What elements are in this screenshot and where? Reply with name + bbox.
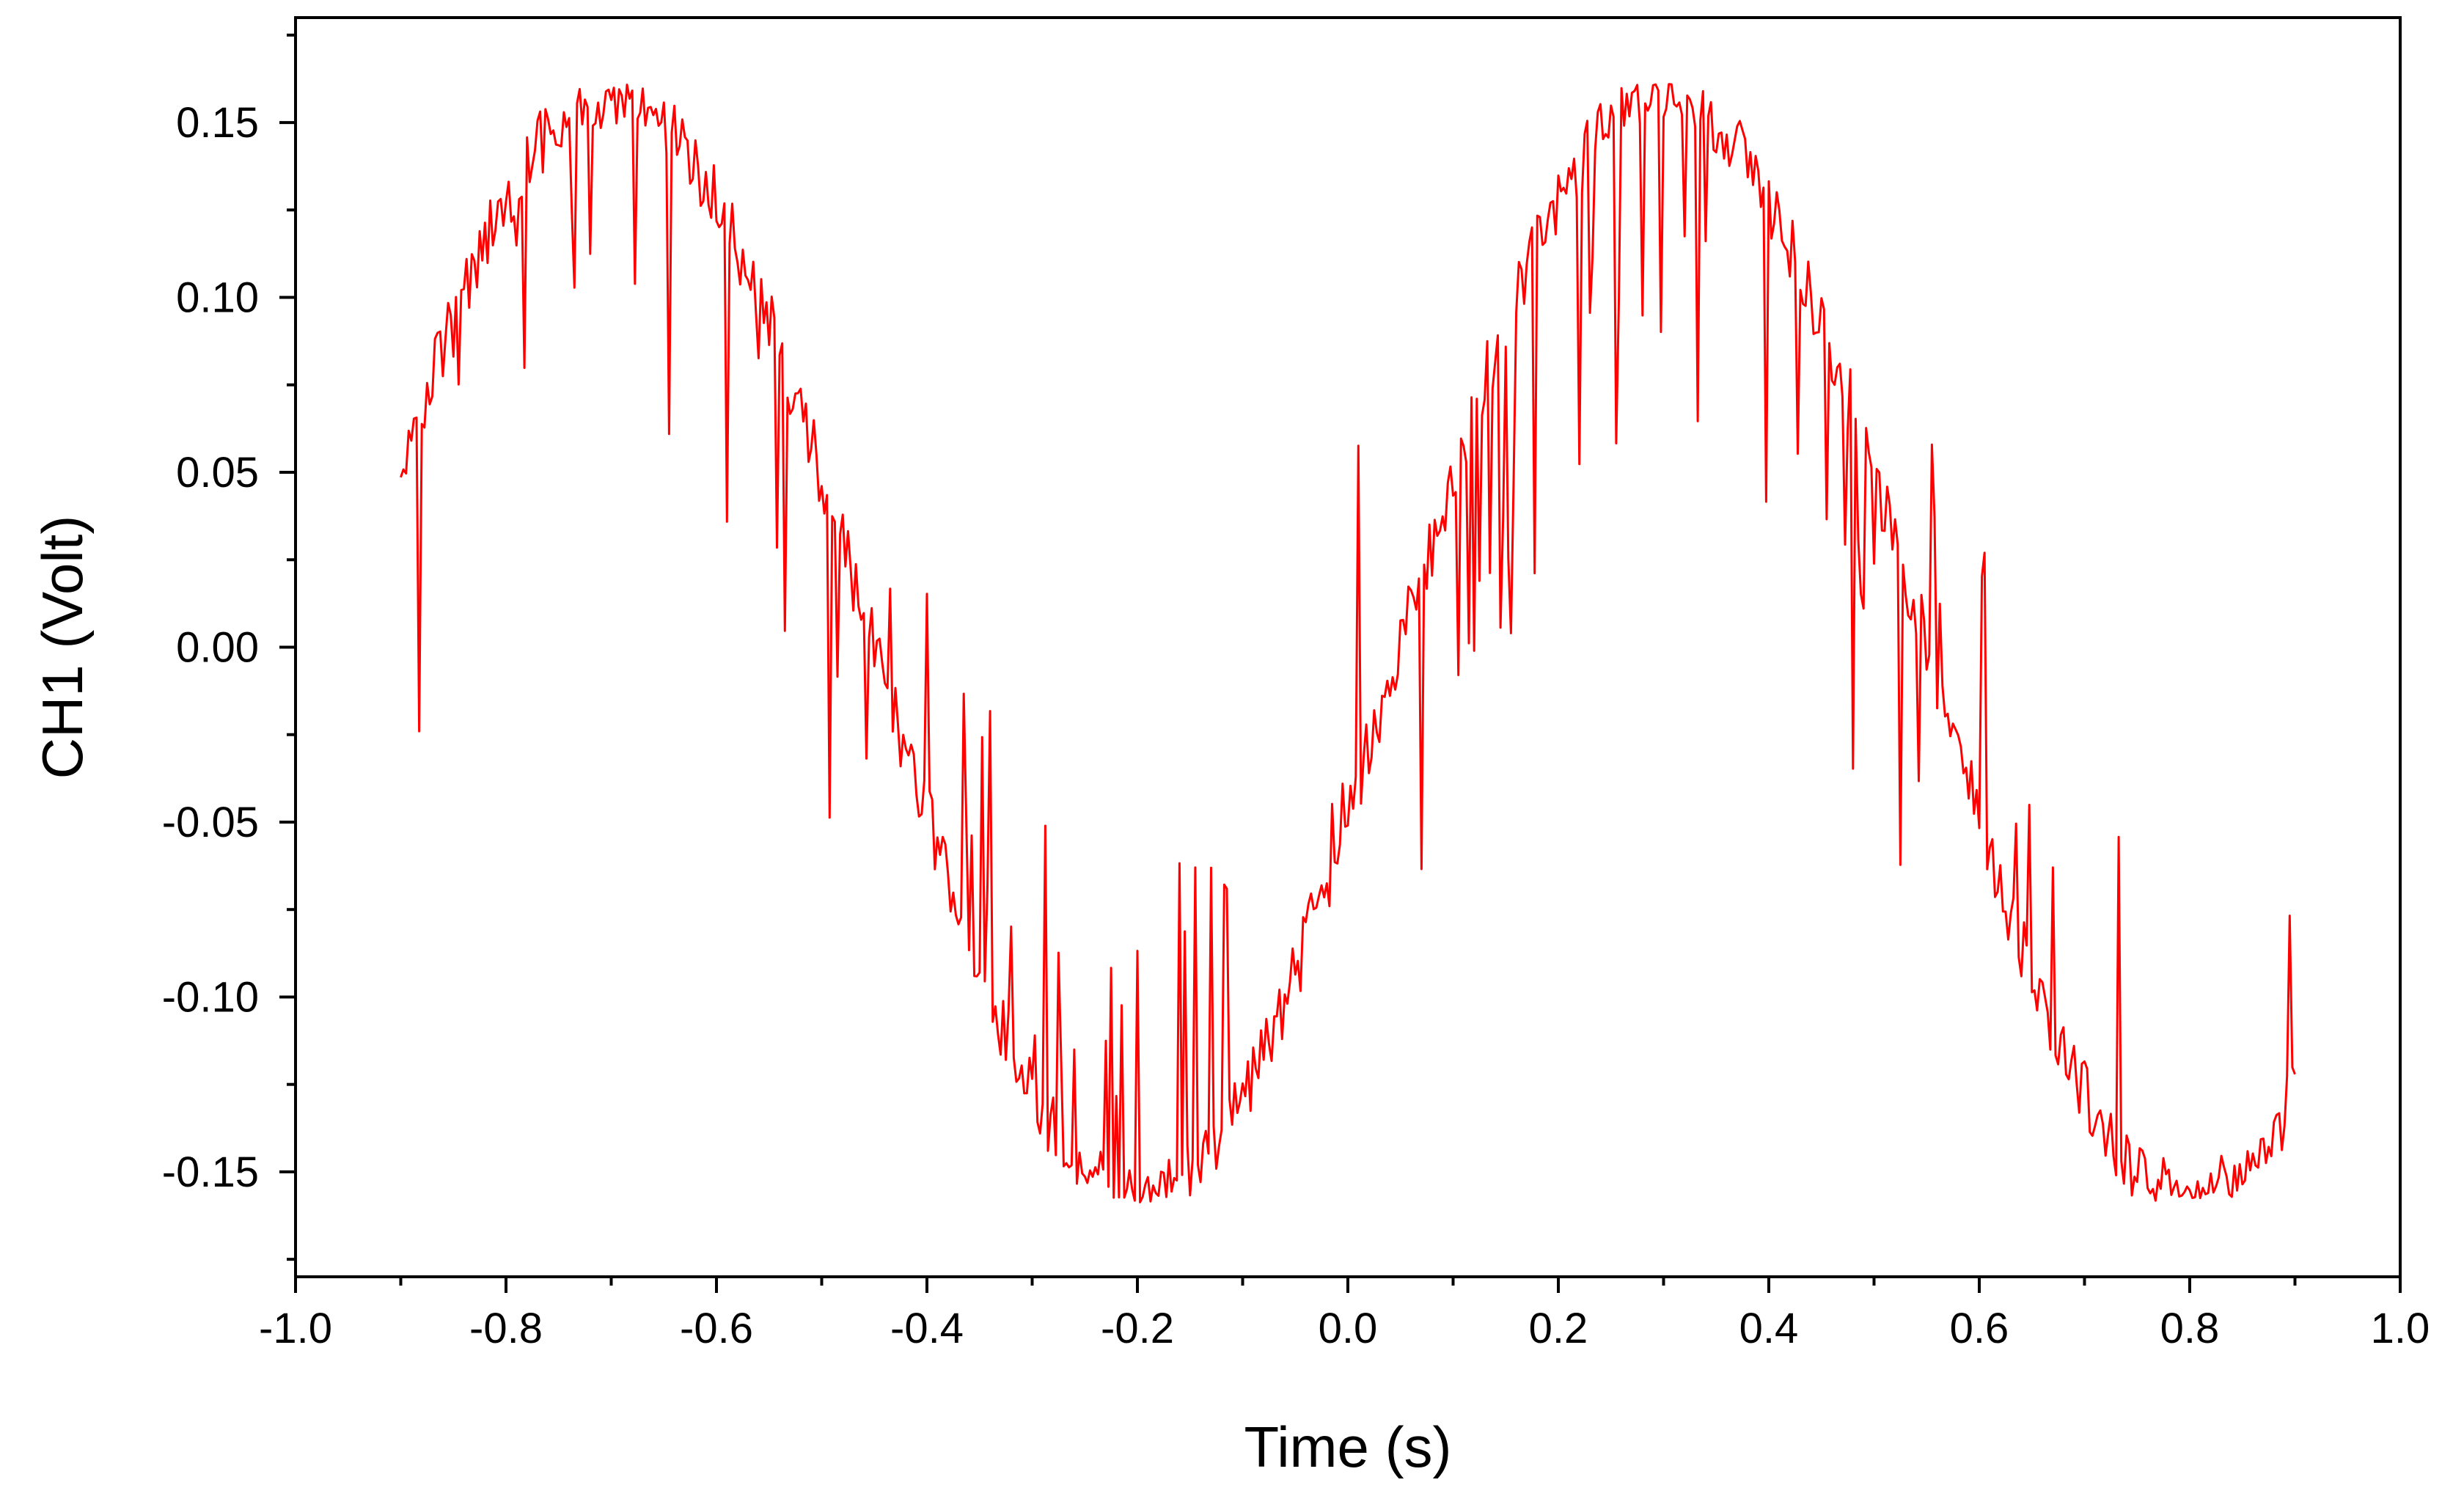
- x-tick-label: 0.4: [1739, 1305, 1799, 1352]
- x-tick-label: 0.8: [2160, 1305, 2220, 1352]
- series-line: [400, 83, 2296, 1203]
- y-axis-title: CH1 (Volt): [30, 516, 95, 780]
- y-tick-label: -0.10: [162, 973, 259, 1021]
- x-tick-label: -0.6: [680, 1305, 753, 1352]
- y-tick-label: 0.10: [176, 274, 259, 322]
- y-tick-label: 0.15: [176, 99, 259, 147]
- x-axis-title: Time (s): [1244, 1415, 1451, 1479]
- x-tick-label: 0.2: [1529, 1305, 1588, 1352]
- x-tick-label: -0.8: [469, 1305, 543, 1352]
- x-tick-label: 1.0: [2371, 1305, 2430, 1352]
- tick-label-layer: -1.0 -0.8 -0.6 -0.4 -0.2 0.0 0.2 0.4 0.6 0.8 1.0 -0…: [162, 99, 2430, 1352]
- y-tick-label: 0.00: [176, 624, 259, 672]
- y-tick-label: -0.05: [162, 799, 259, 846]
- y-tick-label: -0.15: [162, 1148, 259, 1196]
- x-tick-label: 0.6: [1950, 1305, 2009, 1352]
- x-tick-label: 0.0: [1319, 1305, 1378, 1352]
- x-tick-label: -0.2: [1101, 1305, 1174, 1352]
- x-tick-label: -0.4: [890, 1305, 964, 1352]
- data-layer: [400, 83, 2296, 1203]
- y-tick-label: 0.05: [176, 449, 259, 496]
- x-tick-label: -1.0: [259, 1305, 332, 1352]
- tick-layer: [279, 33, 2402, 1293]
